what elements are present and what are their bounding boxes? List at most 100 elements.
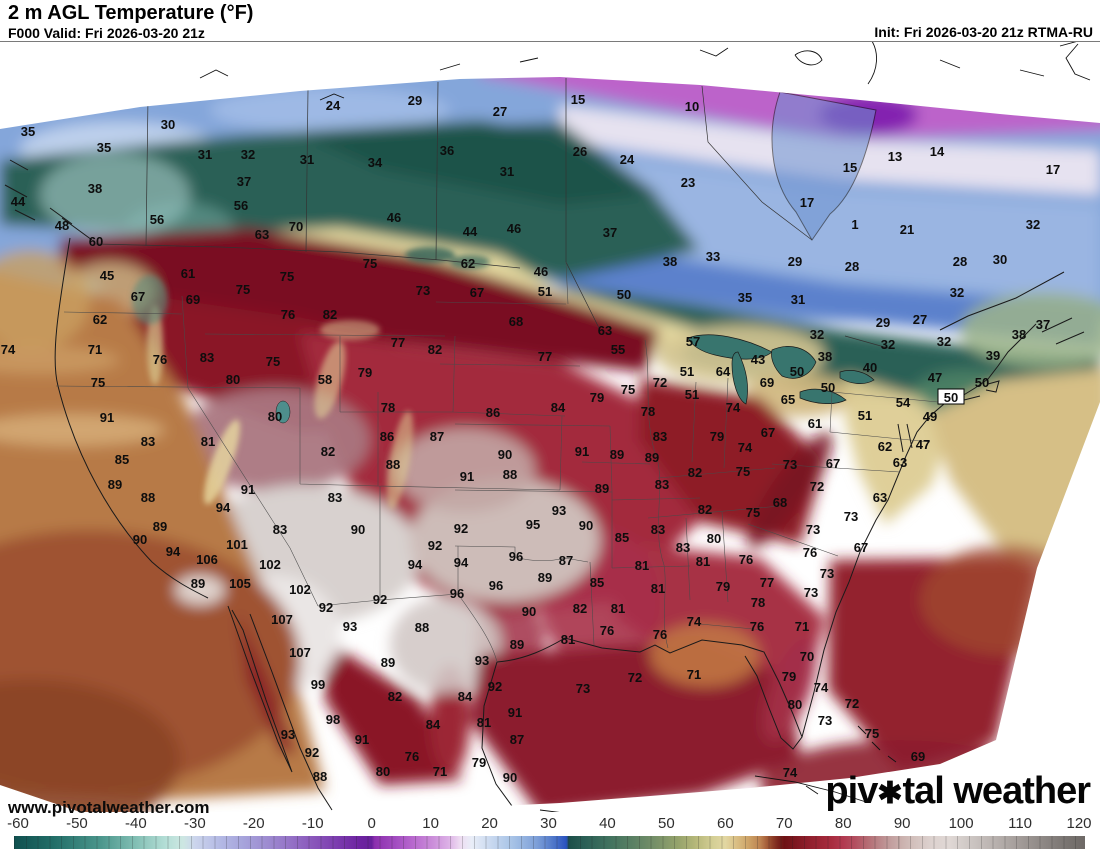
temp-label: 10 xyxy=(685,99,699,114)
temp-label: 78 xyxy=(641,404,655,419)
temp-label: 82 xyxy=(688,465,702,480)
temp-label: 51 xyxy=(538,284,552,299)
temp-label: 81 xyxy=(201,434,215,449)
temp-label: 72 xyxy=(845,696,859,711)
temp-label: 63 xyxy=(255,227,269,242)
temp-label: 47 xyxy=(916,437,930,452)
temp-label: 48 xyxy=(55,218,69,233)
temp-label: 74 xyxy=(783,765,798,780)
temp-label: 76 xyxy=(281,307,295,322)
temp-label: 28 xyxy=(845,259,859,274)
temp-label: 86 xyxy=(380,429,394,444)
temp-label: 79 xyxy=(782,669,796,684)
temp-label: 23 xyxy=(681,175,695,190)
temp-label: 93 xyxy=(552,503,566,518)
temp-label: 61 xyxy=(808,416,822,431)
temp-label: 32 xyxy=(241,147,255,162)
colorbar-tick--30: -30 xyxy=(183,815,206,832)
temp-label: 39 xyxy=(986,348,1000,363)
temp-label: 63 xyxy=(598,323,612,338)
temp-label: 38 xyxy=(88,181,102,196)
temp-label: 81 xyxy=(561,632,575,647)
temp-label: 82 xyxy=(388,689,402,704)
temp-label: 73 xyxy=(820,566,834,581)
temp-label: 90 xyxy=(503,770,517,785)
temp-label: 91 xyxy=(508,705,522,720)
temp-label: 107 xyxy=(289,645,311,660)
temp-label: 90 xyxy=(498,447,512,462)
temp-label: 83 xyxy=(273,522,287,537)
colorbar-tick-100: 100 xyxy=(948,815,974,832)
great-lakes xyxy=(275,334,875,424)
temp-label: 91 xyxy=(100,410,114,425)
temp-label: 75 xyxy=(91,375,105,390)
temp-label: 55 xyxy=(611,342,625,357)
temp-label: 82 xyxy=(573,601,587,616)
temp-label: 73 xyxy=(576,681,590,696)
temperature-field xyxy=(0,77,1100,812)
temp-label: 44 xyxy=(463,224,478,239)
temp-label: 62 xyxy=(461,256,475,271)
temp-label: 51 xyxy=(858,408,872,423)
temp-label: 30 xyxy=(993,252,1007,267)
temp-label: 51 xyxy=(685,387,699,402)
temp-label: 80 xyxy=(707,531,721,546)
temp-label: 106 xyxy=(196,552,218,567)
temp-label: 29 xyxy=(408,93,422,108)
temp-label: 50 xyxy=(617,287,631,302)
temp-label: 34 xyxy=(368,155,383,170)
temp-label: 24 xyxy=(326,98,341,113)
temp-label: 27 xyxy=(913,312,927,327)
temp-label: 72 xyxy=(628,670,642,685)
temp-label: 80 xyxy=(226,372,240,387)
temp-label: 50 xyxy=(975,375,989,390)
temp-label: 70 xyxy=(289,219,303,234)
logo-text-post: tal weather xyxy=(902,770,1091,812)
temp-label: 17 xyxy=(1046,162,1060,177)
temp-label: 94 xyxy=(216,500,231,515)
colorbar-tick-60: 60 xyxy=(716,815,734,832)
temp-label: 95 xyxy=(526,517,540,532)
temp-label: 17 xyxy=(800,195,814,210)
watermark: www.pivotalweather.com xyxy=(8,798,210,817)
temp-label: 79 xyxy=(710,429,724,444)
temp-label: 71 xyxy=(433,764,447,779)
temp-label: 93 xyxy=(475,653,489,668)
temp-label: 75 xyxy=(865,726,879,741)
temp-label: 89 xyxy=(595,481,609,496)
temp-label: 94 xyxy=(408,557,423,572)
temp-label: 36 xyxy=(440,143,454,158)
temp-label: 80 xyxy=(268,409,282,424)
temp-label: 82 xyxy=(323,307,337,322)
temp-label: 91 xyxy=(355,732,369,747)
temp-label: 32 xyxy=(1026,217,1040,232)
temp-label: 49 xyxy=(923,409,937,424)
temp-label: 67 xyxy=(131,289,145,304)
temp-label: 21 xyxy=(900,222,914,237)
temp-label: 45 xyxy=(100,268,114,283)
temp-label: 79 xyxy=(472,755,486,770)
temp-label: 91 xyxy=(575,444,589,459)
temp-label: 73 xyxy=(806,522,820,537)
temp-label: 96 xyxy=(489,578,503,593)
country-province-borders xyxy=(95,78,889,349)
gear-icon: ✱ xyxy=(877,777,903,810)
colorbar-tick-70: 70 xyxy=(775,815,793,832)
temp-label: 51 xyxy=(680,364,694,379)
temp-label: 96 xyxy=(509,549,523,564)
temp-label: 92 xyxy=(319,600,333,615)
temp-label: 76 xyxy=(153,352,167,367)
temp-label: 68 xyxy=(773,495,787,510)
temp-label: 73 xyxy=(783,457,797,472)
init-time-label: Init: Fri 2026-03-20 21z RTMA-RU xyxy=(874,24,1093,40)
temp-label: 40 xyxy=(863,360,877,375)
header-divider xyxy=(0,41,1100,42)
page-title: 2 m AGL Temperature (°F) xyxy=(8,2,254,24)
temp-label: 69 xyxy=(760,375,774,390)
temp-label: 76 xyxy=(405,749,419,764)
temp-label: 72 xyxy=(810,479,824,494)
temp-label: 13 xyxy=(888,149,902,164)
temp-label: 84 xyxy=(426,717,441,732)
colorbar-tick--60: -60 xyxy=(7,815,29,832)
temp-label: 89 xyxy=(108,477,122,492)
